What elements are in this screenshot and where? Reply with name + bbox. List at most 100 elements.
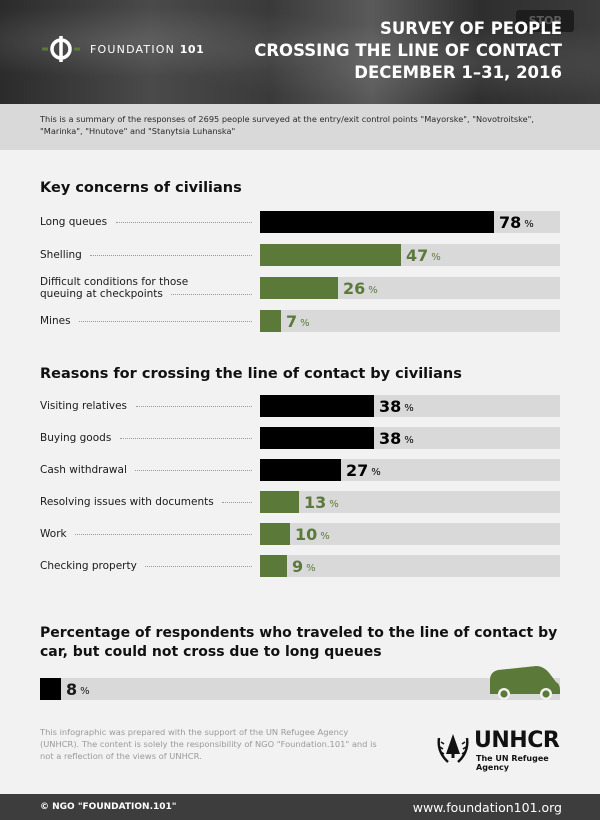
title-line-1: SURVEY OF PEOPLE bbox=[379, 19, 562, 38]
concern-value-number: 7 bbox=[286, 311, 298, 331]
logo-name: FOUNDATION bbox=[90, 42, 176, 56]
reason-value-number: 9 bbox=[292, 556, 304, 576]
concern-value-unit: % bbox=[431, 251, 441, 263]
reason-leader-dots bbox=[135, 470, 252, 471]
logo-text: FOUNDATION 101 bbox=[90, 43, 204, 56]
reason-value-unit: % bbox=[306, 562, 316, 574]
reason-bar bbox=[260, 427, 374, 449]
title-line-2: CROSSING THE LINE OF CONTACT bbox=[254, 41, 562, 60]
reason-bar bbox=[260, 555, 287, 577]
reason-leader-dots bbox=[136, 406, 252, 407]
unhcr-emblem-icon bbox=[437, 734, 469, 763]
foundation-logo: FOUNDATION 101 bbox=[42, 34, 204, 64]
reason-label: Buying goods bbox=[40, 432, 112, 444]
unhcr-subtitle: The UN Refugee Agency bbox=[476, 754, 549, 772]
reason-leader-dots bbox=[145, 566, 252, 567]
concern-leader-dots bbox=[116, 222, 252, 223]
concern-bar bbox=[260, 244, 401, 266]
header-banner: STOP FOUNDATION 101 SURVEY OF PEOPLE CRO… bbox=[0, 0, 600, 104]
reason-value-number: 38 bbox=[379, 396, 402, 416]
reason-row: Buying goods 38% bbox=[40, 427, 560, 449]
logo-number: 101 bbox=[179, 42, 205, 56]
car-bar-fill bbox=[40, 678, 61, 700]
reason-label: Cash withdrawal bbox=[40, 464, 127, 476]
concern-leader-dots bbox=[90, 255, 252, 256]
reason-row: Checking property 9% bbox=[40, 555, 560, 577]
reason-label: Checking property bbox=[40, 560, 137, 572]
concern-row: Mines 7% bbox=[40, 310, 560, 332]
reason-value: 38% bbox=[379, 427, 414, 449]
car-bar-value: 8% bbox=[66, 678, 90, 700]
concern-value: 7% bbox=[286, 310, 310, 332]
reason-value-number: 38 bbox=[379, 428, 402, 448]
reason-value-number: 13 bbox=[304, 492, 327, 512]
reason-value-number: 27 bbox=[346, 460, 369, 480]
reason-track: 38% bbox=[260, 427, 560, 449]
reason-value-number: 10 bbox=[295, 524, 318, 544]
concern-track: 47% bbox=[260, 244, 560, 266]
concern-value: 47% bbox=[406, 244, 441, 266]
reason-value: 9% bbox=[292, 555, 316, 577]
concern-track: 7% bbox=[260, 310, 560, 332]
reason-bar bbox=[260, 491, 299, 513]
reason-leader-dots bbox=[222, 502, 252, 503]
reason-leader-dots bbox=[120, 438, 252, 439]
concern-bar bbox=[260, 310, 281, 332]
title-line-3: DECEMBER 1–31, 2016 bbox=[354, 63, 562, 82]
reason-row: Work 10% bbox=[40, 523, 560, 545]
concern-bar bbox=[260, 211, 494, 233]
unhcr-name: UNHCR bbox=[474, 728, 560, 753]
car-icon bbox=[490, 666, 560, 700]
reason-row: Visiting relatives 38% bbox=[40, 395, 560, 417]
concern-label: Long queues bbox=[40, 216, 108, 228]
reason-value: 38% bbox=[379, 395, 414, 417]
car-bar-value-number: 8 bbox=[66, 679, 78, 699]
reason-label: Visiting relatives bbox=[40, 400, 128, 412]
car-bar-track: 8% bbox=[40, 678, 560, 700]
concern-leader-dots bbox=[79, 321, 252, 322]
concern-value-unit: % bbox=[524, 218, 534, 230]
concern-value-unit: % bbox=[300, 317, 310, 329]
concern-title: Key concerns of civilians bbox=[40, 180, 242, 196]
reason-value-unit: % bbox=[404, 402, 414, 414]
concern-label: Difficult conditions for those queuing a… bbox=[40, 276, 189, 300]
concern-track: 78% bbox=[260, 211, 560, 233]
concern-label: Mines bbox=[40, 315, 71, 327]
reason-bar bbox=[260, 523, 290, 545]
reason-track: 10% bbox=[260, 523, 560, 545]
summary-band: This is a summary of the responses of 26… bbox=[0, 104, 600, 150]
car-section-title: Percentage of respondents who traveled t… bbox=[40, 625, 558, 660]
unhcr-logo: UNHCR The UN Refugee Agency bbox=[436, 728, 562, 772]
reason-label: Resolving issues with documents bbox=[40, 496, 214, 508]
concern-value: 26% bbox=[343, 277, 378, 299]
reason-track: 13% bbox=[260, 491, 560, 513]
footer-copyright: © NGO "FOUNDATION.101" bbox=[40, 802, 177, 812]
car-bar-value-unit: % bbox=[80, 685, 90, 697]
disclaimer-text: This infographic was prepared with the s… bbox=[40, 727, 377, 761]
page-title: SURVEY OF PEOPLE CROSSING THE LINE OF CO… bbox=[242, 18, 562, 84]
summary-text: This is a summary of the responses of 26… bbox=[40, 114, 534, 136]
header-photo-overlay bbox=[0, 0, 600, 104]
concern-value-unit: % bbox=[368, 284, 378, 296]
concern-row: Long queues 78% bbox=[40, 211, 560, 233]
concern-bar bbox=[260, 277, 338, 299]
footer: © NGO "FOUNDATION.101" www.foundation101… bbox=[0, 794, 600, 820]
concern-value: 78% bbox=[499, 211, 534, 233]
reason-label: Work bbox=[40, 528, 67, 540]
reason-leader-dots bbox=[75, 534, 252, 535]
reason-bar bbox=[260, 395, 374, 417]
concern-value-number: 47 bbox=[406, 245, 429, 265]
footer-url-link[interactable]: www.foundation101.org bbox=[412, 799, 562, 815]
reason-title: Reasons for crossing the line of contact… bbox=[40, 366, 462, 382]
reason-value: 27% bbox=[346, 459, 381, 481]
concern-leader-dots bbox=[171, 294, 252, 295]
reason-value-unit: % bbox=[371, 466, 381, 478]
reason-bar bbox=[260, 459, 341, 481]
concern-row: Shelling 47% bbox=[40, 244, 560, 266]
reason-value-unit: % bbox=[329, 498, 339, 510]
stop-sign: STOP bbox=[516, 10, 574, 32]
concern-track: 26% bbox=[260, 277, 560, 299]
reason-track: 9% bbox=[260, 555, 560, 577]
concern-row: Difficult conditions for those queuing a… bbox=[40, 276, 560, 300]
concern-value-number: 26 bbox=[343, 278, 366, 298]
